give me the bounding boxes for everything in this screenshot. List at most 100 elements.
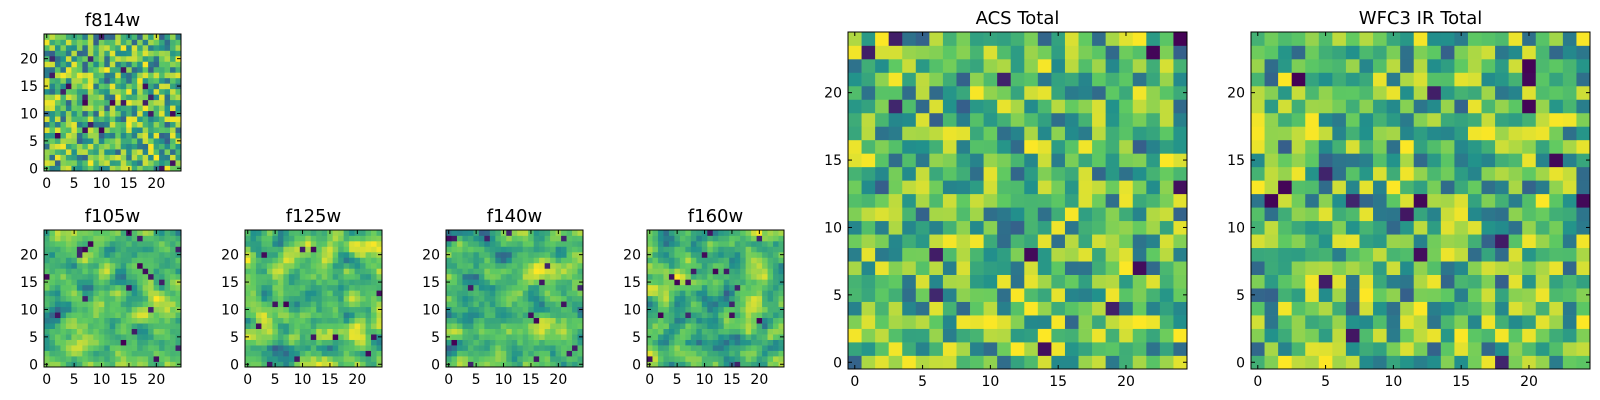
heatmap-cell	[316, 246, 323, 253]
heatmap-cell	[54, 284, 61, 291]
heatmap-cell	[255, 306, 262, 313]
heatmap-cell	[550, 361, 556, 368]
heatmap-cell	[365, 257, 372, 264]
heatmap-cell	[685, 284, 692, 291]
heatmap-cell	[354, 295, 361, 302]
heatmap-cell	[1264, 180, 1279, 195]
heatmap-cell	[1440, 166, 1455, 181]
heatmap-cell	[250, 312, 257, 319]
heatmap-cell	[1413, 32, 1428, 46]
heatmap-cell	[1386, 315, 1401, 329]
heatmap-cell	[137, 39, 143, 46]
heatmap-cell	[1332, 220, 1347, 235]
heatmap-cell	[663, 345, 670, 351]
heatmap-cell	[98, 61, 105, 68]
heatmap-cell	[98, 116, 105, 123]
heatmap-cell	[685, 295, 692, 302]
heatmap-cell	[288, 246, 295, 253]
heatmap-cell	[1037, 220, 1052, 235]
heatmap-cell	[255, 328, 262, 335]
heatmap-cell	[696, 295, 703, 302]
heatmap-cell	[572, 290, 578, 297]
heatmap-cell	[71, 301, 78, 308]
heatmap-cell	[970, 301, 984, 316]
heatmap-cell	[60, 55, 67, 62]
heatmap-cell	[87, 66, 94, 73]
heatmap-cell	[109, 55, 116, 62]
heatmap-cell	[1291, 32, 1306, 46]
heatmap-cell	[76, 295, 83, 302]
heatmap-cell	[60, 116, 67, 123]
heatmap-cell	[175, 257, 182, 264]
heatmap-cell	[159, 339, 165, 346]
heatmap-cell	[1576, 234, 1591, 249]
heatmap-cell	[115, 317, 122, 324]
heatmap-cell	[729, 345, 736, 351]
heatmap-cell	[250, 295, 257, 302]
heatmap-cell	[517, 328, 524, 335]
heatmap-cell	[82, 160, 89, 166]
heatmap-cell	[360, 328, 366, 335]
heatmap-cell	[734, 273, 741, 280]
y-tick-label: 5	[29, 134, 38, 150]
heatmap-cell	[942, 85, 957, 100]
heatmap-cell	[745, 262, 752, 269]
heatmap-cell	[153, 323, 160, 329]
heatmap-cell	[668, 317, 675, 324]
heatmap-cell	[1467, 45, 1482, 60]
heatmap-cell	[1291, 58, 1306, 73]
heatmap-cell	[1495, 207, 1509, 222]
heatmap-cell	[115, 290, 122, 297]
heatmap-cell	[888, 126, 903, 141]
heatmap-cell	[1400, 85, 1415, 100]
heatmap-cell	[997, 261, 1012, 275]
heatmap-cell	[1132, 288, 1147, 302]
heatmap-cell	[93, 345, 100, 351]
heatmap-cell	[93, 257, 100, 264]
heatmap-cell	[266, 284, 273, 291]
heatmap-cell	[1278, 220, 1293, 235]
heatmap-cell	[316, 361, 323, 368]
heatmap-cell	[349, 317, 355, 324]
heatmap-cell	[272, 262, 279, 269]
heatmap-cell	[153, 350, 160, 357]
heatmap-cell	[1549, 72, 1564, 87]
heatmap-cell	[572, 350, 578, 357]
heatmap-cell	[60, 246, 67, 253]
heatmap-cell	[54, 273, 61, 280]
heatmap-cell	[1522, 220, 1537, 235]
heatmap-cell	[767, 235, 774, 242]
heatmap-cell	[1400, 288, 1415, 302]
heatmap-cell	[87, 246, 94, 253]
heatmap-cell	[861, 207, 876, 222]
heatmap-cell	[1264, 32, 1279, 46]
heatmap-cell	[54, 105, 61, 112]
heatmap-cell	[60, 317, 67, 324]
heatmap-cell	[657, 301, 664, 308]
heatmap-cell	[272, 251, 279, 258]
heatmap-cell	[506, 295, 513, 302]
x-tick-label: 5	[673, 372, 682, 388]
heatmap-cell	[1051, 274, 1066, 289]
heatmap-cell	[848, 193, 862, 208]
heatmap-cell	[65, 110, 72, 117]
heatmap-cell	[467, 230, 474, 236]
heatmap-cell	[1251, 85, 1265, 100]
heatmap-cell	[371, 230, 377, 236]
heatmap-cell	[131, 279, 138, 286]
heatmap-cell	[712, 230, 719, 236]
heatmap-cell	[120, 72, 127, 79]
heatmap-cell	[550, 240, 556, 247]
heatmap-cell	[49, 323, 56, 329]
heatmap-cell	[54, 165, 61, 172]
heatmap-cell	[1159, 207, 1174, 222]
heatmap-cell	[1467, 328, 1482, 343]
heatmap-cell	[544, 350, 551, 357]
heatmap-cell	[707, 273, 714, 280]
y-tick-label: 0	[833, 355, 842, 371]
heatmap-cell	[652, 361, 659, 368]
heatmap-cell	[707, 339, 714, 346]
heatmap-cell	[153, 284, 160, 291]
heatmap-cell	[54, 110, 61, 117]
heatmap-cell	[170, 44, 176, 51]
